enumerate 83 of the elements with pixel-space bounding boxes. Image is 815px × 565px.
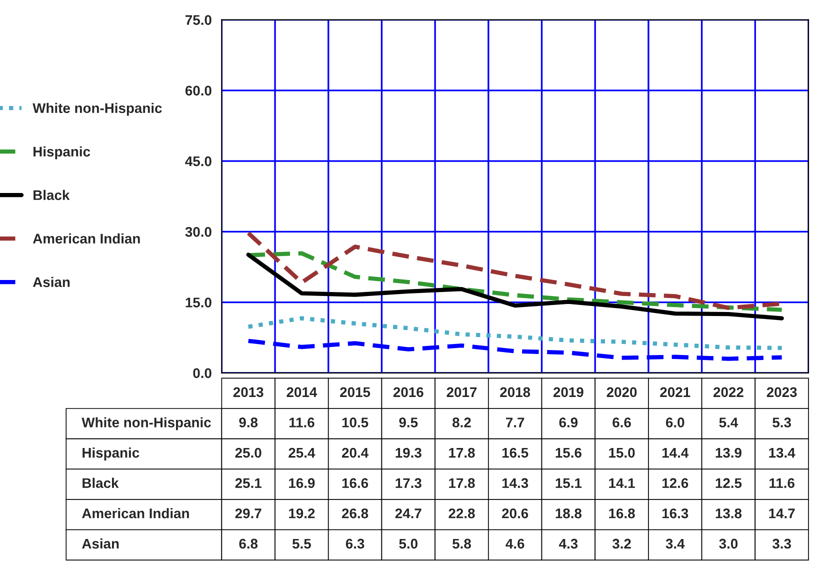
data-label: 25.0 xyxy=(235,448,262,458)
data-label: 3.2 xyxy=(612,538,631,549)
data-label: 6.3 xyxy=(346,538,364,549)
data-label: 24.7 xyxy=(395,508,422,518)
data-label: 20.6 xyxy=(502,508,528,518)
x-tick-label: 2013 xyxy=(233,387,264,398)
text: Hispanic xyxy=(82,448,140,460)
x-tick-label: 2019 xyxy=(553,387,584,398)
data-label: 18.8 xyxy=(556,508,582,518)
data-label: 4.3 xyxy=(558,538,578,549)
data-label: 5.3 xyxy=(772,418,791,428)
data-label: 3.4 xyxy=(666,538,685,549)
x-tick-label: 2016 xyxy=(393,387,424,398)
data-label: 5.5 xyxy=(292,538,311,549)
data-label: 16.6 xyxy=(342,478,368,488)
y-tick-label: 30.0 xyxy=(185,226,212,237)
data-label: 26.8 xyxy=(342,508,368,518)
data-label: 14.7 xyxy=(769,508,795,518)
data-label: 10.5 xyxy=(342,418,368,428)
data-label: 6.9 xyxy=(559,418,578,428)
data-label: 14.1 xyxy=(609,478,635,488)
data-label: 16.5 xyxy=(502,448,528,458)
data-label: 14.3 xyxy=(502,478,528,488)
data-label: 17.8 xyxy=(449,448,475,458)
text: Asian xyxy=(82,538,119,549)
data-label: 16.8 xyxy=(609,508,635,518)
x-tick-label: 2017 xyxy=(446,387,477,398)
data-label: 20.4 xyxy=(342,448,368,458)
y-tick-label: 15.0 xyxy=(186,298,212,308)
data-label: 25.4 xyxy=(288,448,316,458)
data-label: 22.8 xyxy=(448,508,475,518)
data-label: 19.3 xyxy=(396,448,422,458)
text: American Indian xyxy=(82,508,189,518)
data-label: 9.5 xyxy=(399,418,418,428)
x-tick-label: 2020 xyxy=(606,387,637,398)
y-tick-label: 75.0 xyxy=(186,15,212,25)
data-label: 14.4 xyxy=(662,448,689,458)
data-label: 19.2 xyxy=(289,508,315,518)
data-label: 15.1 xyxy=(556,478,582,488)
data-label: 15.0 xyxy=(609,448,635,458)
data-label: 25.1 xyxy=(235,478,262,488)
data-label: 6.0 xyxy=(666,418,684,428)
data-label: 17.8 xyxy=(449,478,475,488)
data-label: 29.7 xyxy=(235,508,262,518)
data-label: 13.8 xyxy=(716,508,742,518)
text: Black xyxy=(82,478,119,488)
legend-label: Hispanic xyxy=(34,146,90,160)
data-label: 5.4 xyxy=(719,418,738,428)
data-label: 5.0 xyxy=(399,538,418,549)
x-tick-label: 2018 xyxy=(500,387,530,398)
data-label: 7.7 xyxy=(506,418,524,428)
data-label: 3.3 xyxy=(772,538,791,549)
x-tick-label: 2023 xyxy=(766,387,797,398)
data-label: 6.8 xyxy=(239,538,258,549)
legend-label: Black xyxy=(34,190,70,200)
legend-label: White non-Hispanic xyxy=(32,102,162,116)
x-tick-label: 2015 xyxy=(340,387,370,398)
data-label: 8.2 xyxy=(452,418,471,428)
data-label: 12.5 xyxy=(716,478,742,488)
x-tick-label: 2022 xyxy=(713,387,744,398)
data-label: 11.6 xyxy=(770,478,794,488)
y-tick-label: 0.0 xyxy=(193,368,212,378)
data-label: 6.6 xyxy=(612,418,631,428)
data-label: 17.3 xyxy=(396,478,422,488)
legend-label: Asian xyxy=(32,276,70,288)
data-label: 15.6 xyxy=(556,448,582,458)
data-label: 16.3 xyxy=(662,508,688,518)
data-label: 13.4 xyxy=(769,448,796,458)
data-label: 9.8 xyxy=(239,418,258,428)
data-label: 12.6 xyxy=(662,478,688,488)
data-label: 3.0 xyxy=(719,538,738,549)
x-tick-label: 2021 xyxy=(660,387,690,398)
data-label: 4.6 xyxy=(506,538,524,549)
data-label: 16.9 xyxy=(289,478,315,488)
line-series xyxy=(246,316,784,350)
legend-label: American Indian xyxy=(32,233,140,244)
text: White non-Hispanic xyxy=(82,417,211,430)
y-tick-label: 45.0 xyxy=(185,156,212,166)
data-label: 13.9 xyxy=(716,448,742,458)
data-label: 11.6 xyxy=(289,418,314,428)
x-tick-label: 2014 xyxy=(286,387,318,398)
data-label: 5.8 xyxy=(452,538,471,549)
y-tick-label: 60.0 xyxy=(185,86,212,96)
